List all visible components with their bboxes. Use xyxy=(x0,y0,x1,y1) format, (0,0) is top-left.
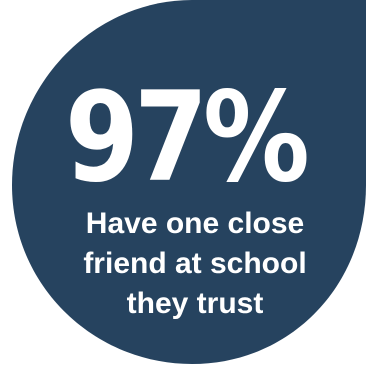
stat-caption: Have one close friend at school they tru… xyxy=(40,204,350,324)
teardrop-fill xyxy=(12,0,366,364)
caption-line-1: Have one close xyxy=(85,207,305,240)
caption-line-3: they trust xyxy=(126,287,264,320)
stat-value: 97% xyxy=(64,66,310,210)
caption-line-2: friend at school xyxy=(83,247,307,280)
